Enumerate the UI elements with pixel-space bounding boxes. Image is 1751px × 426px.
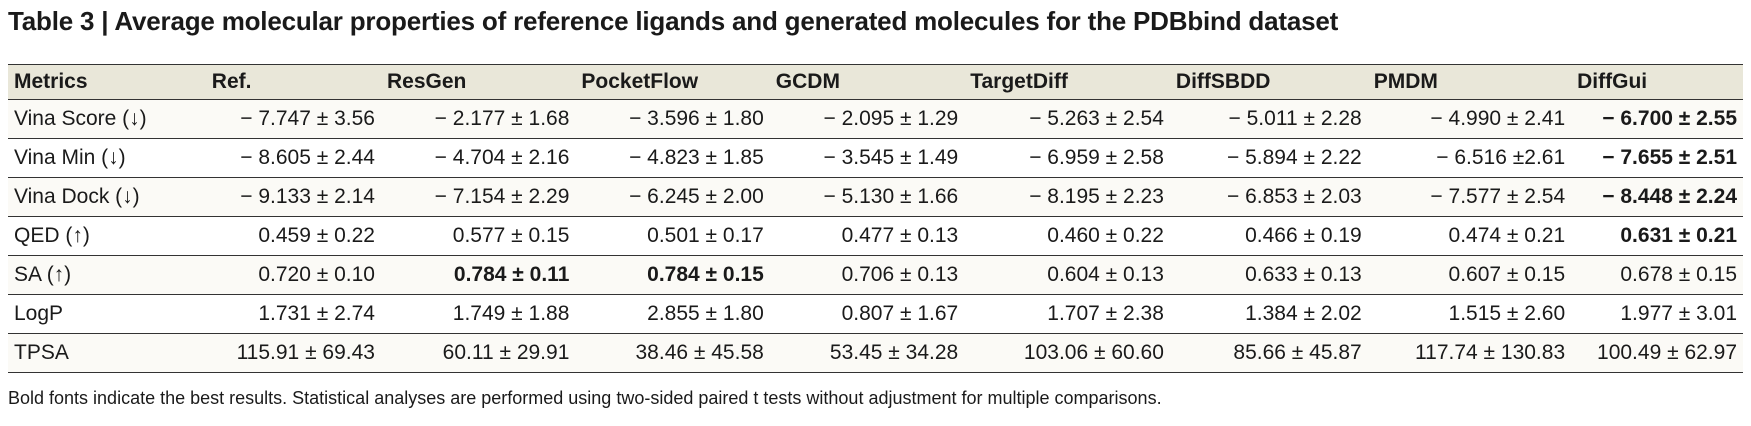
cell-pmdm: − 6.516 ±2.61 xyxy=(1367,138,1572,178)
cell-ref: 1.731 ± 2.74 xyxy=(205,294,381,334)
metric-label: TPSA xyxy=(8,333,206,373)
cell-resgen: 60.11 ± 29.91 xyxy=(380,333,576,373)
cell-diffgui: − 8.448 ± 2.24 xyxy=(1571,177,1743,217)
cell-gcdm: 0.477 ± 0.13 xyxy=(769,216,965,256)
cell-diffgui: 0.678 ± 0.15 xyxy=(1571,255,1743,295)
cell-ref: − 7.747 ± 3.56 xyxy=(205,99,381,139)
table-header-row: Metrics Ref. ResGen PocketFlow GCDM Targ… xyxy=(8,64,1743,100)
results-table: Metrics Ref. ResGen PocketFlow GCDM Targ… xyxy=(8,64,1743,373)
cell-pocketflow: 0.784 ± 0.15 xyxy=(575,255,770,295)
header-metrics: Metrics xyxy=(8,64,206,100)
cell-pocketflow: 2.855 ± 1.80 xyxy=(575,294,770,334)
cell-gcdm: − 2.095 ± 1.29 xyxy=(769,99,965,139)
cell-targetdiff: − 5.263 ± 2.54 xyxy=(964,99,1170,139)
table-row: QED (↑) 0.459 ± 0.22 0.577 ± 0.15 0.501 ± 0… xyxy=(8,216,1743,256)
metric-label: QED (↑) xyxy=(8,216,206,256)
metric-label: Vina Score (↓) xyxy=(8,99,206,139)
cell-gcdm: 0.807 ± 1.67 xyxy=(769,294,965,334)
header-pmdm: PMDM xyxy=(1367,64,1572,100)
cell-targetdiff: 1.707 ± 2.38 xyxy=(964,294,1170,334)
cell-diffsbdd: − 5.011 ± 2.28 xyxy=(1169,99,1368,139)
cell-ref: 0.459 ± 0.22 xyxy=(205,216,381,256)
cell-pocketflow: 38.46 ± 45.58 xyxy=(575,333,770,373)
cell-resgen: 0.784 ± 0.11 xyxy=(380,255,576,295)
header-gcdm: GCDM xyxy=(769,64,965,100)
cell-diffsbdd: 0.633 ± 0.13 xyxy=(1169,255,1368,295)
header-resgen: ResGen xyxy=(380,64,576,100)
cell-ref: 115.91 ± 69.43 xyxy=(205,333,381,373)
cell-gcdm: 0.706 ± 0.13 xyxy=(769,255,965,295)
table-row: SA (↑) 0.720 ± 0.10 0.784 ± 0.11 0.784 ± 0.… xyxy=(8,255,1743,295)
metric-label: LogP xyxy=(8,294,206,334)
cell-gcdm: − 3.545 ± 1.49 xyxy=(769,138,965,178)
cell-resgen: − 2.177 ± 1.68 xyxy=(380,99,576,139)
table-row: Vina Score (↓) − 7.747 ± 3.56− 2.177 ± 1.… xyxy=(8,99,1743,139)
cell-pmdm: 1.515 ± 2.60 xyxy=(1367,294,1572,334)
cell-ref: 0.720 ± 0.10 xyxy=(205,255,381,295)
footnote: Bold fonts indicate the best results. St… xyxy=(8,388,1162,408)
cell-targetdiff: 0.604 ± 0.13 xyxy=(964,255,1170,295)
header-diffsbdd: DiffSBDD xyxy=(1169,64,1368,100)
cell-pocketflow: 0.501 ± 0.17 xyxy=(575,216,770,256)
cell-diffsbdd: − 5.894 ± 2.22 xyxy=(1169,138,1368,178)
cell-resgen: − 4.704 ± 2.16 xyxy=(380,138,576,178)
table-title: Table 3 | Average molecular properties o… xyxy=(8,6,1339,36)
header-pocketflow: PocketFlow xyxy=(575,64,770,100)
cell-targetdiff: 0.460 ± 0.22 xyxy=(964,216,1170,256)
table-row: Vina Dock (↓) − 9.133 ± 2.14− 7.154 ± 2.2… xyxy=(8,177,1743,217)
cell-pmdm: − 4.990 ± 2.41 xyxy=(1367,99,1572,139)
table-row: TPSA 115.91 ± 69.43 60.11 ± 29.91 38.46 ± 4… xyxy=(8,333,1743,373)
cell-resgen: 0.577 ± 0.15 xyxy=(380,216,576,256)
cell-pmdm: 0.607 ± 0.15 xyxy=(1367,255,1572,295)
cell-pocketflow: − 3.596 ± 1.80 xyxy=(575,99,770,139)
cell-diffsbdd: 85.66 ± 45.87 xyxy=(1169,333,1368,373)
cell-diffgui: − 7.655 ± 2.51 xyxy=(1571,138,1743,178)
cell-resgen: 1.749 ± 1.88 xyxy=(380,294,576,334)
cell-targetdiff: − 8.195 ± 2.23 xyxy=(964,177,1170,217)
cell-diffsbdd: 1.384 ± 2.02 xyxy=(1169,294,1368,334)
table-row: Vina Min (↓) − 8.605 ± 2.44− 4.704 ± 2.16… xyxy=(8,138,1743,178)
cell-pocketflow: − 6.245 ± 2.00 xyxy=(575,177,770,217)
cell-gcdm: 53.45 ± 34.28 xyxy=(769,333,965,373)
cell-diffgui: 1.977 ± 3.01 xyxy=(1571,294,1743,334)
cell-pocketflow: − 4.823 ± 1.85 xyxy=(575,138,770,178)
cell-diffgui: − 6.700 ± 2.55 xyxy=(1571,99,1743,139)
cell-diffgui: 0.631 ± 0.21 xyxy=(1571,216,1743,256)
cell-diffsbdd: − 6.853 ± 2.03 xyxy=(1169,177,1368,217)
cell-ref: − 8.605 ± 2.44 xyxy=(205,138,381,178)
cell-resgen: − 7.154 ± 2.29 xyxy=(380,177,576,217)
cell-pmdm: 117.74 ± 130.83 xyxy=(1367,333,1572,373)
metric-label: SA (↑) xyxy=(8,255,206,295)
header-targetdiff: TargetDiff xyxy=(964,64,1170,100)
cell-pmdm: − 7.577 ± 2.54 xyxy=(1367,177,1572,217)
cell-pmdm: 0.474 ± 0.21 xyxy=(1367,216,1572,256)
cell-ref: − 9.133 ± 2.14 xyxy=(205,177,381,217)
cell-targetdiff: − 6.959 ± 2.58 xyxy=(964,138,1170,178)
cell-targetdiff: 103.06 ± 60.60 xyxy=(964,333,1170,373)
table-row: LogP 1.731 ± 2.74 1.749 ± 1.88 2.855 ± 1.80… xyxy=(8,294,1743,334)
cell-diffgui: 100.49 ± 62.97 xyxy=(1571,333,1743,373)
metric-label: Vina Min (↓) xyxy=(8,138,206,178)
cell-gcdm: − 5.130 ± 1.66 xyxy=(769,177,965,217)
metric-label: Vina Dock (↓) xyxy=(8,177,206,217)
table-body: Vina Score (↓) − 7.747 ± 3.56− 2.177 ± 1.… xyxy=(8,99,1743,373)
cell-diffsbdd: 0.466 ± 0.19 xyxy=(1169,216,1368,256)
header-ref: Ref. xyxy=(205,64,381,100)
header-diffgui: DiffGui xyxy=(1571,64,1743,100)
